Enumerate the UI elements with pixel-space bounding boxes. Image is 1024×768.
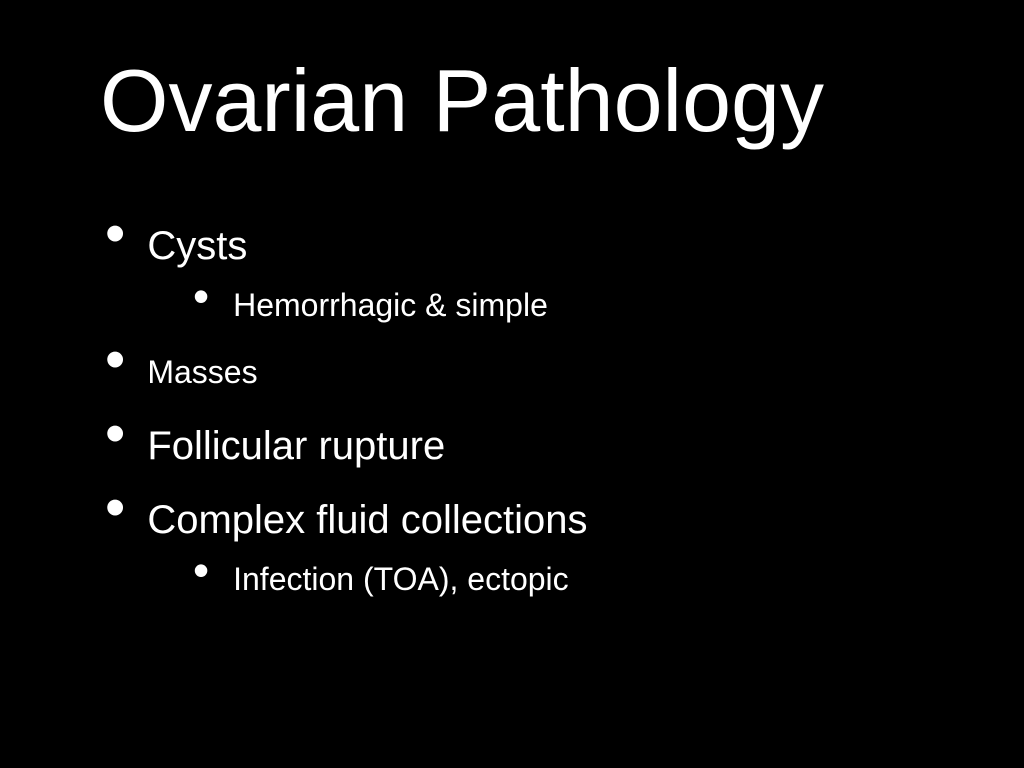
bullet-item-masses: • Masses [105,346,925,396]
sub-bullet-text: Infection (TOA), ectopic [233,558,569,598]
bullet-item-follicular: • Follicular rupture [105,420,925,470]
bullet-item-complex-fluid: • Complex fluid collections [105,494,925,544]
bullet-dot-icon: • [105,416,125,452]
bullet-dot-icon: • [193,556,209,584]
slide-title: Ovarian Pathology [100,50,824,152]
bullet-text: Cysts [147,220,247,270]
bullet-text: Complex fluid collections [147,494,587,544]
bullet-text: Follicular rupture [147,420,445,470]
sub-bullet-item-hemorrhagic: • Hemorrhagic & simple [193,284,925,324]
bullet-text: Masses [147,346,257,396]
slide-body: • Cysts • Hemorrhagic & simple • Masses … [105,220,925,620]
bullet-dot-icon: • [193,282,209,310]
bullet-dot-icon: • [105,342,125,378]
bullet-item-cysts: • Cysts [105,220,925,270]
bullet-dot-icon: • [105,216,125,252]
sub-bullet-text: Hemorrhagic & simple [233,284,548,324]
sub-bullet-item-infection: • Infection (TOA), ectopic [193,558,925,598]
bullet-dot-icon: • [105,490,125,526]
